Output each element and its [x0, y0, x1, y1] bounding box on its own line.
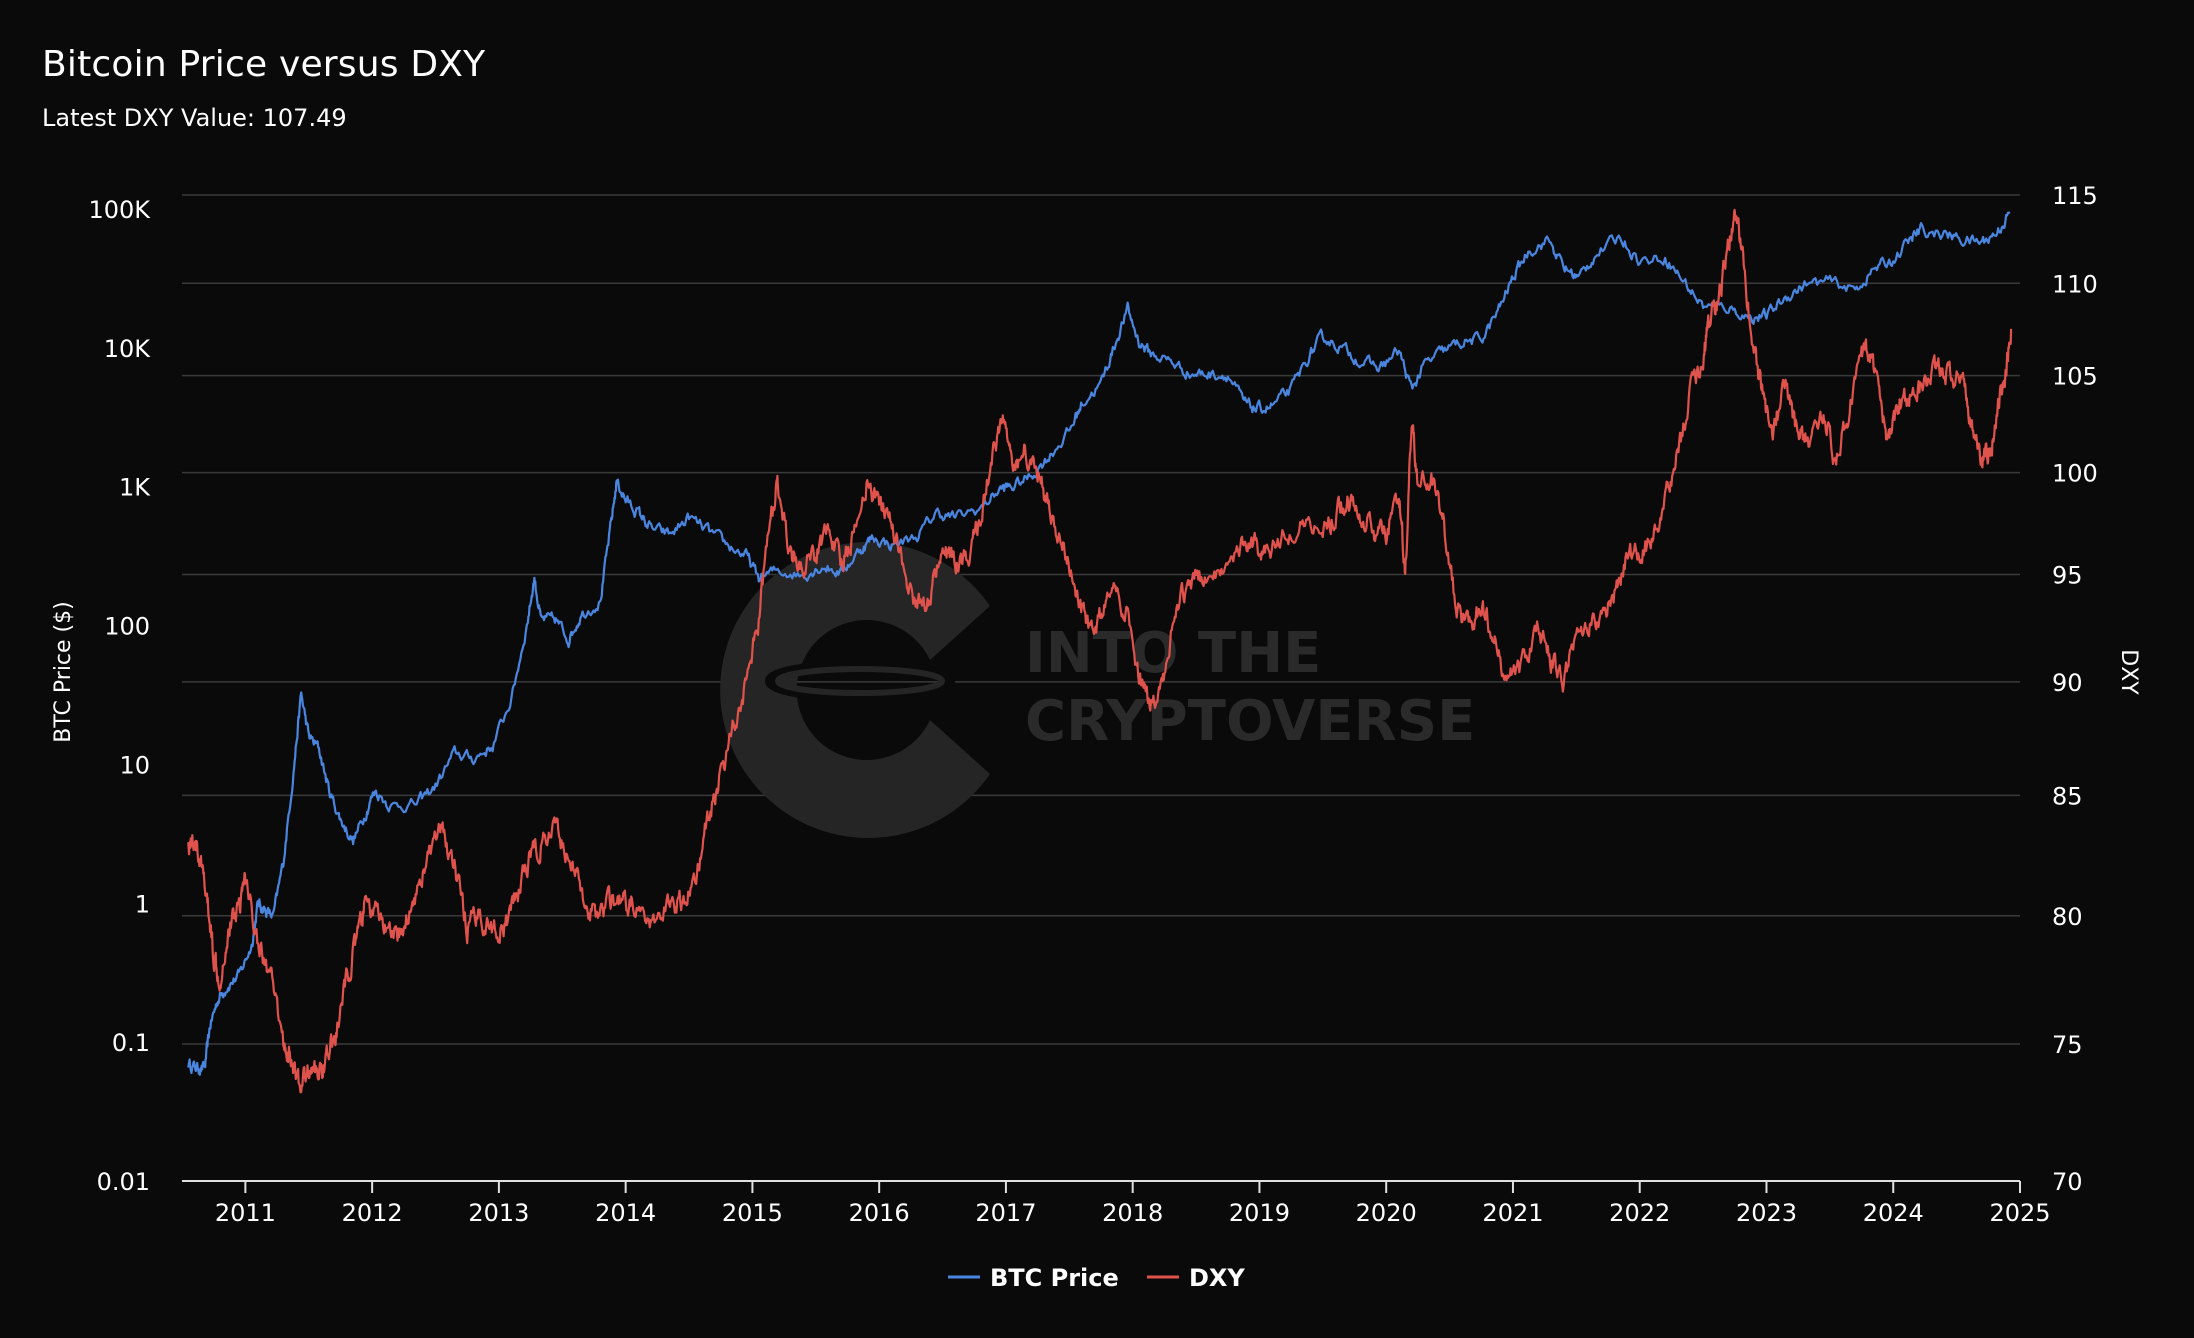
- y-right-tick-label: 105: [2052, 363, 2098, 391]
- watermark-line-1: INTO THE: [1025, 621, 1321, 686]
- y-left-tick-label: 0.1: [112, 1029, 150, 1057]
- x-tick-label: 2015: [722, 1199, 783, 1227]
- watermark-ring: [765, 660, 955, 702]
- y-axis-right-title: DXY: [2116, 649, 2141, 695]
- x-tick-label: 2013: [468, 1199, 529, 1227]
- watermark-line-2: CRYPTOVERSE: [1025, 689, 1475, 754]
- series-line-btc: [187, 211, 2011, 1076]
- x-tick-label: 2012: [342, 1199, 403, 1227]
- y-left-tick-label: 1K: [119, 474, 151, 502]
- x-tick-label: 2023: [1736, 1199, 1797, 1227]
- x-tick-label: 2019: [1229, 1199, 1290, 1227]
- y-left-tick-label: 10: [119, 751, 150, 779]
- x-tick-label: 2016: [849, 1199, 910, 1227]
- y-right-tick-label: 100: [2052, 460, 2098, 488]
- watermark-logo: [720, 542, 990, 838]
- series-line-dxy: [187, 208, 2013, 1094]
- legend-label-btc: BTC Price: [990, 1264, 1119, 1292]
- y-left-tick-label: 1: [135, 890, 150, 918]
- y-right-tick-label: 80: [2052, 903, 2083, 931]
- y-axis-left-title: BTC Price ($): [51, 601, 76, 742]
- x-tick-label: 2014: [595, 1199, 656, 1227]
- x-tick-label: 2021: [1482, 1199, 1543, 1227]
- y-right-tick-label: 75: [2052, 1031, 2083, 1059]
- y-left-tick-label: 10K: [104, 335, 152, 363]
- chart-subtitle: Latest DXY Value: 107.49: [42, 104, 347, 132]
- x-tick-label: 2011: [215, 1199, 276, 1227]
- y-right-tick-label: 70: [2052, 1168, 2083, 1196]
- y-right-tick-label: 110: [2052, 270, 2098, 298]
- y-right-tick-label: 85: [2052, 782, 2083, 810]
- legend: BTC Price DXY: [948, 1264, 1245, 1292]
- grid-layer: [182, 194, 2020, 1045]
- y-left-tick-label: 100: [104, 613, 150, 641]
- x-tick-label: 2020: [1356, 1199, 1417, 1227]
- axes-layer: 7075808590951001051101150.010.11101001K1…: [88, 182, 2097, 1227]
- watermark: INTO THE CRYPTOVERSE: [720, 542, 1475, 838]
- x-tick-label: 2024: [1863, 1199, 1924, 1227]
- y-left-tick-label: 100K: [88, 196, 151, 224]
- x-tick-label: 2025: [1989, 1199, 2050, 1227]
- legend-item-dxy[interactable]: DXY: [1147, 1264, 1245, 1292]
- x-tick-label: 2022: [1609, 1199, 1670, 1227]
- legend-item-btc[interactable]: BTC Price: [948, 1264, 1119, 1292]
- y-right-tick-label: 90: [2052, 669, 2083, 697]
- y-left-tick-label: 0.01: [97, 1168, 150, 1196]
- series-layer: [187, 208, 2013, 1094]
- legend-label-dxy: DXY: [1189, 1264, 1245, 1292]
- watermark-ring-inner: [775, 666, 945, 696]
- y-right-tick-label: 95: [2052, 561, 2083, 589]
- x-tick-label: 2018: [1102, 1199, 1163, 1227]
- y-right-tick-label: 115: [2052, 182, 2098, 210]
- x-tick-label: 2017: [975, 1199, 1036, 1227]
- chart-title: Bitcoin Price versus DXY: [42, 44, 486, 85]
